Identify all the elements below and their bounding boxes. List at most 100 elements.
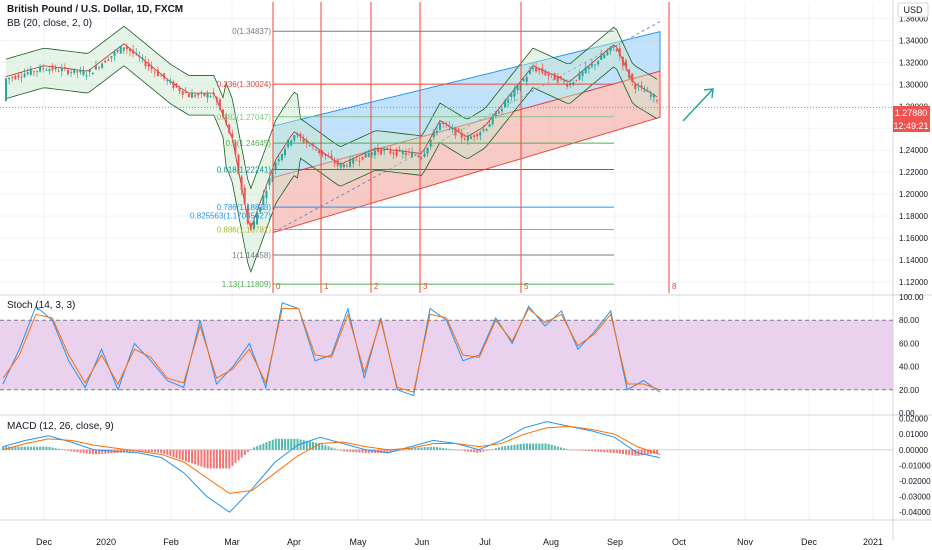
macd-hist-bar — [82, 449, 85, 454]
macd-hist-bar — [11, 446, 14, 450]
candle-body — [91, 72, 94, 75]
candle-body — [566, 83, 569, 87]
macd-hist-bar — [33, 446, 35, 450]
price-tick-label: 1.22000 — [899, 168, 928, 177]
macd-hist-bar — [160, 449, 163, 453]
macd-hist-bar — [522, 443, 525, 450]
candle-body — [122, 47, 125, 51]
time-cycle-label: 5 — [524, 282, 529, 291]
axes: 1.360001.340001.320001.300001.280001.260… — [36, 14, 931, 547]
candle-body — [377, 147, 379, 152]
macd-hist-bar — [181, 449, 184, 461]
macd-hist-bar — [550, 444, 553, 450]
candle-body — [631, 73, 634, 82]
candle-body — [364, 151, 367, 158]
candle-body — [414, 154, 417, 156]
macd-hist-bar — [603, 449, 606, 453]
time-tick-label: Oct — [672, 537, 687, 547]
candle-body — [532, 67, 534, 70]
macd-hist-bar — [228, 449, 231, 469]
macd-hist-bar — [367, 449, 370, 453]
candle-body — [284, 149, 286, 155]
candle-body — [187, 94, 190, 98]
macd-hist-bar — [445, 448, 448, 450]
candle-body — [621, 56, 624, 66]
candle-body — [336, 160, 339, 166]
bb-indicator-label[interactable]: BB (20, close, 2, 0) — [7, 18, 92, 29]
macd-hist-bar — [302, 440, 305, 450]
projection-arrow-head — [703, 88, 714, 99]
candle-body — [615, 49, 618, 52]
macd-indicator-label[interactable]: MACD (12, 26, close, 9) — [7, 421, 114, 432]
candle-body — [36, 70, 38, 72]
macd-hist-bar — [420, 447, 423, 450]
macd-hist-bar — [460, 449, 463, 451]
macd-hist-bar — [572, 449, 575, 451]
macd-hist-bar — [172, 449, 175, 457]
macd-hist-bar — [253, 447, 256, 450]
candle-body — [206, 93, 209, 98]
candle-body — [318, 150, 321, 154]
candle-body — [26, 72, 29, 74]
candle-body — [249, 223, 252, 230]
macd-hist-bar — [442, 447, 445, 450]
last-price-badge: 1.27880 — [893, 106, 930, 119]
candle-body — [612, 46, 615, 48]
macd-hist-bar — [575, 449, 578, 451]
macd-hist-bar — [79, 449, 82, 453]
macd-hist-bar — [485, 449, 488, 451]
candle-body — [380, 149, 383, 155]
candle-body — [172, 81, 175, 88]
candle-body — [243, 187, 246, 205]
candle-body — [57, 70, 60, 72]
candle-body — [60, 68, 63, 72]
symbol-title[interactable]: British Pound / U.S. Dollar, 1D, FXCM — [7, 4, 183, 15]
candle-body — [203, 93, 206, 96]
candles[interactable] — [5, 42, 658, 232]
macd-hist-bar — [560, 447, 562, 450]
macd-hist-bar — [163, 449, 166, 454]
candle-body — [643, 91, 646, 93]
candle-body — [63, 67, 66, 69]
currency-button[interactable]: USD — [897, 2, 929, 18]
stoch-k-line — [2, 302, 661, 397]
macd-hist-bar — [157, 449, 159, 453]
macd-hist-bar — [293, 438, 296, 450]
macd-hist-bar — [5, 446, 8, 450]
candle-body — [48, 69, 51, 72]
time-cycle-label: 3 — [423, 282, 428, 291]
stoch-pane[interactable] — [0, 302, 893, 397]
macd-hist-bar — [618, 449, 621, 454]
candle-body — [39, 66, 42, 72]
macd-hist-bar — [600, 449, 603, 452]
macd-hist-bar — [222, 449, 225, 469]
macd-hist-bar — [612, 449, 615, 453]
macd-hist-bar — [166, 449, 169, 455]
candle-body — [104, 60, 107, 63]
candle-body — [625, 60, 627, 68]
candle-body — [411, 152, 414, 158]
stoch-indicator-label[interactable]: Stoch (14, 3, 3) — [7, 300, 75, 311]
candle-body — [147, 62, 150, 67]
candle-body — [169, 81, 172, 83]
candle-body — [76, 71, 79, 73]
price-pane[interactable]: 0(1.34837) 0.236(1.30024) 0.382(1.27047) 0.… — [0, 2, 893, 293]
macd-hist-bar — [256, 446, 259, 450]
macd-hist-bar — [463, 449, 466, 451]
candle-body — [370, 152, 373, 156]
candle-body — [491, 115, 494, 125]
candle-body — [153, 71, 156, 73]
macd-hist-bar — [95, 449, 97, 455]
candle-body — [237, 154, 240, 174]
macd-hist-bar — [510, 445, 513, 450]
macd-hist-bar — [147, 449, 150, 453]
candle-body — [110, 56, 113, 58]
candle-body — [163, 73, 166, 79]
time-tick-label: Feb — [163, 537, 179, 547]
macd-pane[interactable] — [0, 421, 893, 513]
candle-body — [417, 155, 420, 157]
candle-body — [439, 122, 441, 130]
time-tick-label: 2020 — [96, 537, 116, 547]
macd-hist-bar — [429, 446, 432, 450]
